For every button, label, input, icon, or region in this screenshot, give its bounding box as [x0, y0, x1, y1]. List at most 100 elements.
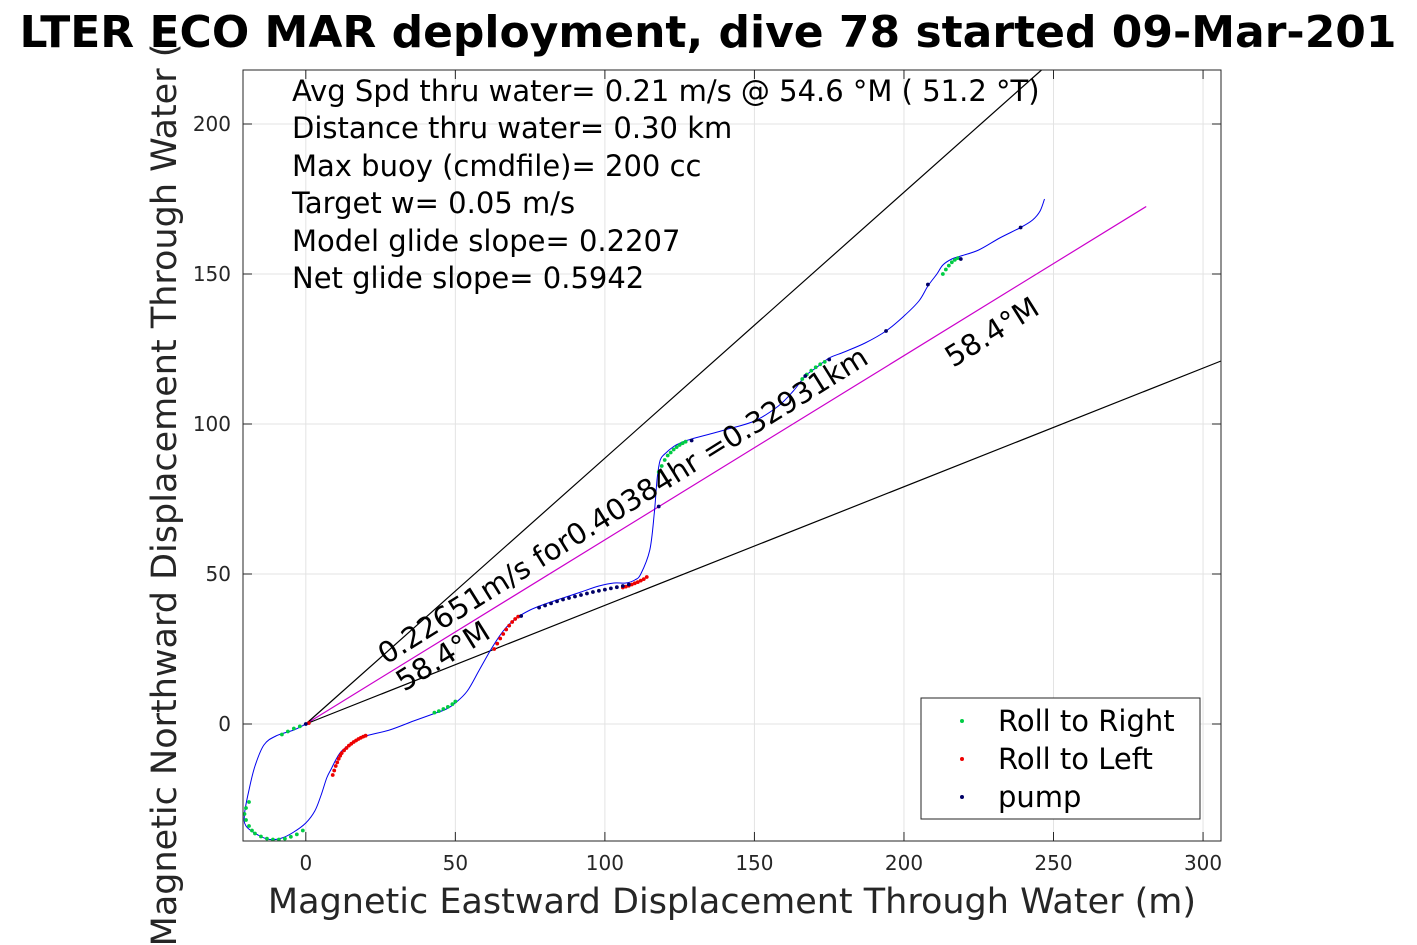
roll-left-point [516, 614, 521, 619]
x-tick-label: 150 [735, 851, 773, 875]
axis-ticks: 0 50 100 150 200 250 300 0 50 100 150 200 [193, 70, 1222, 875]
stats-net-glide-slope: Net glide slope= 0.5942 [292, 261, 644, 295]
roll-right-point [276, 837, 281, 842]
roll-left-point [510, 620, 515, 624]
roll-left-point [623, 584, 628, 589]
y-tick-label: 100 [193, 412, 231, 436]
roll-left-point [342, 748, 346, 753]
roll-right-point [659, 464, 664, 468]
reference-line-cone_upper [305, 69, 1042, 725]
x-tick-label: 200 [885, 851, 923, 875]
roll-right-point [244, 806, 248, 810]
roll-right-point [656, 470, 661, 474]
roll-right-point [949, 260, 954, 265]
roll-right-point [674, 445, 679, 449]
y-tick-label: 150 [193, 262, 231, 286]
pump-point [573, 594, 577, 599]
roll-right-point [952, 258, 957, 262]
roll-left-point [344, 746, 349, 750]
roll-left-point [332, 768, 337, 773]
roll-right-point [247, 824, 251, 828]
roll-left-point [336, 756, 341, 761]
roll-right-point [294, 832, 299, 837]
roll-right-point [822, 360, 827, 364]
roll-right-point [259, 834, 263, 839]
roll-right-point [247, 800, 251, 804]
roll-right-point [677, 443, 682, 447]
pump-point [591, 590, 595, 594]
x-tick-label: 50 [443, 851, 468, 875]
pump-point [303, 722, 308, 726]
roll-right-point [818, 362, 823, 367]
x-tick-label: 0 [299, 851, 312, 875]
legend-label-roll-right: Roll to Right [998, 704, 1175, 738]
pump-point [579, 593, 583, 597]
pump-point [626, 582, 631, 587]
pump-point [537, 605, 541, 610]
roll-right-point [453, 699, 458, 704]
pump-point [925, 282, 930, 287]
chart-title: LTER ECO MAR deployment, dive 78 started… [19, 7, 1396, 58]
pump-point [519, 614, 524, 618]
roll-right-point [441, 707, 446, 711]
roll-left-point [507, 623, 512, 628]
roll-right-point [282, 836, 287, 841]
roll-right-point [946, 263, 951, 268]
roll-right-point [265, 836, 269, 841]
roll-right-point [668, 450, 673, 455]
roll-right-point [436, 709, 441, 713]
roll-left-point [501, 632, 506, 636]
pump-point [803, 374, 808, 378]
legend-marker-roll-right [960, 719, 964, 723]
pump-point [656, 504, 661, 509]
pump-point [614, 585, 619, 590]
reference-line-cone_lower [305, 360, 1222, 725]
x-tick-label: 300 [1184, 851, 1222, 875]
y-tick-label: 0 [218, 712, 231, 736]
roll-right-point [242, 812, 247, 816]
roll-right-point [943, 267, 948, 272]
legend-label-pump: pump [998, 780, 1081, 814]
roll-right-point [253, 831, 257, 836]
roll-left-point [513, 617, 518, 621]
pump-point [555, 599, 559, 604]
pump-point [689, 438, 694, 443]
roll-left-point [306, 721, 311, 725]
roll-left-point [495, 641, 500, 646]
legend-marker-pump [960, 795, 964, 799]
roll-left-point [641, 577, 646, 581]
pump-point [549, 601, 553, 606]
roll-right-point [680, 441, 685, 446]
roll-right-point [288, 834, 293, 839]
axes-frame [242, 69, 1222, 842]
roll-right-point [279, 732, 284, 737]
legend-box [920, 697, 1201, 820]
roll-left-point [498, 636, 503, 641]
pump-point [1018, 225, 1023, 230]
pump-point [561, 597, 565, 602]
roll-right-point [244, 818, 248, 822]
glider-track-line [243, 198, 1045, 841]
legend-label-roll-left: Roll to Left [998, 742, 1153, 776]
roll-left-point [363, 733, 368, 738]
reference-line-heading [305, 205, 1147, 725]
roll-right-point [250, 828, 254, 833]
x-tick-label: 100 [586, 851, 624, 875]
roll-right-point [271, 837, 275, 842]
roll-right-point [432, 710, 437, 715]
roll-right-point [813, 365, 818, 370]
pump-point [620, 584, 625, 588]
roll-left-point [504, 627, 509, 632]
x-tick-label: 250 [1034, 851, 1072, 875]
legend: Roll to Right Roll to Left pump [920, 697, 1201, 820]
roll-left-point [335, 760, 340, 765]
roll-right-point [297, 724, 302, 729]
pump-point [827, 357, 832, 362]
pump-point [567, 596, 571, 600]
roll-left-point [492, 647, 497, 651]
stats-target-w: Target w= 0.05 m/s [291, 186, 575, 220]
roll-left-point [333, 764, 338, 768]
y-tick-label: 50 [206, 562, 231, 586]
pump-point [543, 603, 547, 608]
